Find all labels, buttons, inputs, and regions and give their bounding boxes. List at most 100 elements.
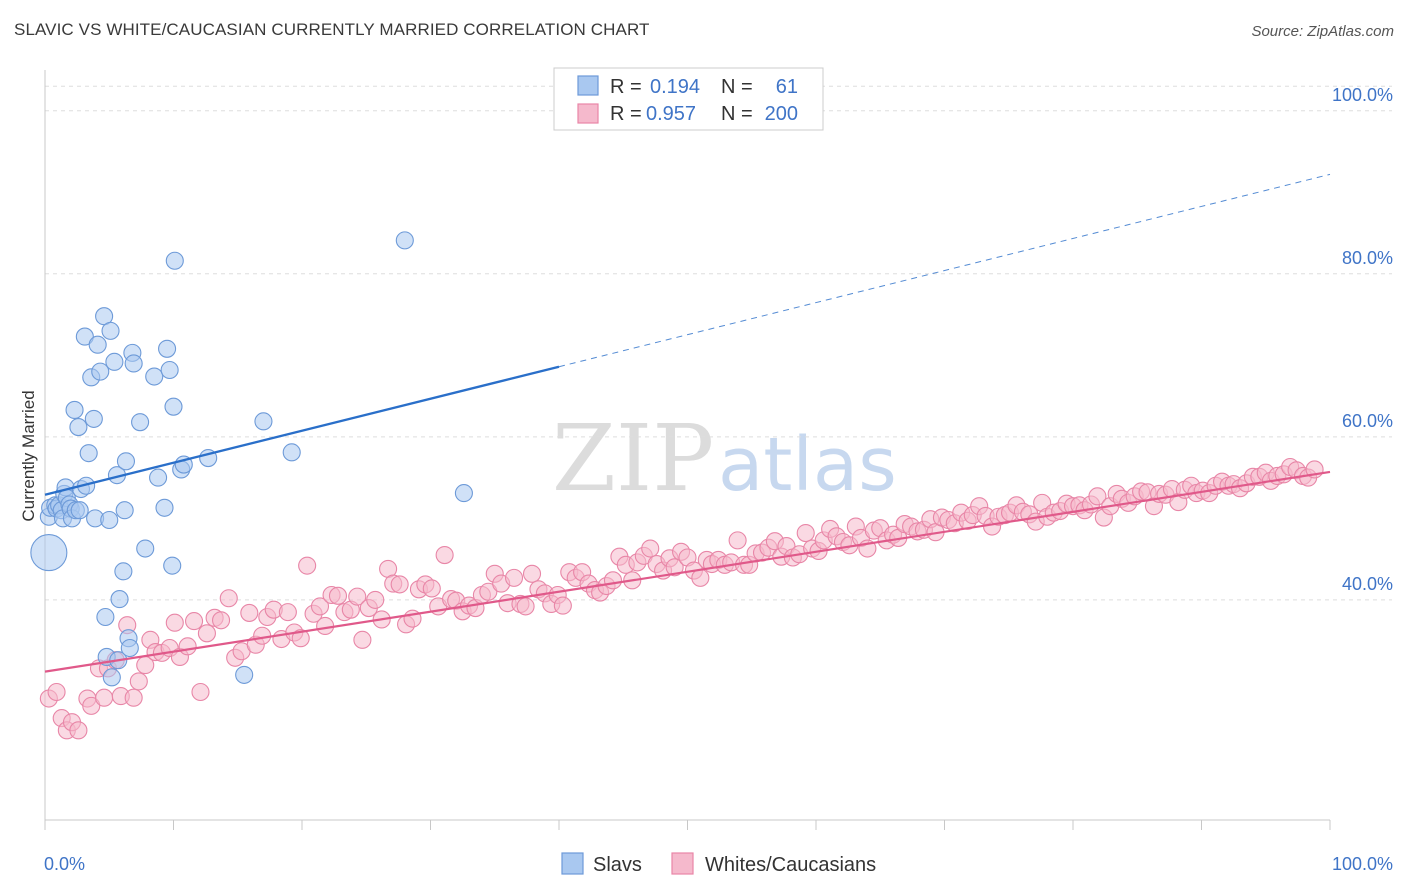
legend-bottom: Slavs Whites/Caucasians (561, 852, 876, 876)
slavs-point (69, 418, 88, 437)
legend-blue-r-label: R = (610, 76, 642, 98)
legend-pink-n-value: 200 (765, 103, 798, 125)
slavs-point (395, 231, 414, 250)
whites-point (328, 586, 348, 605)
whites-point (553, 596, 572, 615)
whites-point (95, 688, 114, 707)
slavs-point (131, 413, 150, 432)
y-tick-label: 100.0% (1332, 85, 1393, 105)
whites-point (665, 558, 684, 577)
slavs-point (163, 556, 182, 575)
legend-pink-swatch (577, 103, 599, 124)
slavs-point (116, 452, 136, 471)
slavs-trend-line (44, 365, 560, 496)
legend-pink-n-label: N = (721, 103, 753, 125)
watermark-zip: ZIP (552, 405, 714, 512)
y-tick-label: 80.0% (1342, 248, 1393, 268)
whites-point (1088, 487, 1107, 506)
slavs-point (102, 668, 121, 687)
whites-point (278, 603, 297, 622)
legend-pink-r-label: R = (610, 103, 642, 125)
slavs-point (114, 562, 133, 581)
whites-point (310, 597, 330, 616)
legend-pink-r-value: 0.957 (646, 103, 696, 125)
y-tick-label: 40.0% (1342, 574, 1393, 594)
slavs-point (164, 397, 183, 416)
legend-blue-r-value: 0.194 (650, 76, 700, 98)
slavs-point (160, 360, 179, 380)
whites-point (165, 613, 184, 632)
whites-point (178, 637, 197, 656)
trend-lines (44, 173, 1331, 673)
slavs-point (70, 501, 89, 520)
slavs-point (282, 443, 301, 462)
whites-point (691, 568, 710, 587)
whites-point (516, 597, 535, 616)
legend-blue-swatch (577, 75, 599, 96)
chart-source: Source: ZipAtlas.com (1251, 23, 1394, 40)
whites-point (728, 531, 747, 550)
whites-point (185, 612, 204, 631)
slavs-point (101, 321, 120, 340)
whites-point (219, 589, 238, 608)
y-tick-label: 60.0% (1342, 411, 1393, 431)
whites-point (522, 564, 542, 583)
legend-top: R = 0.194 N = 61 R = 0.957 N = 200 (553, 67, 824, 131)
slavs-point (115, 501, 134, 520)
slavs-point (100, 510, 119, 530)
legend-blue-n-label: N = (721, 76, 753, 98)
slavs-points (30, 231, 473, 687)
slavs-point (88, 335, 107, 354)
whites-point (211, 611, 231, 630)
whites-point (504, 568, 524, 587)
whites-point (124, 688, 143, 707)
whites-point (479, 582, 498, 601)
slavs-point (65, 400, 84, 419)
whites-point (422, 579, 441, 598)
legend-whites-swatch (671, 852, 694, 875)
tick-labels: 40.0% 60.0% 80.0% 100.0% 0.0% 100.0% (44, 85, 1393, 874)
slavs-point (79, 444, 98, 463)
slavs-point (105, 352, 124, 371)
whites-point (129, 672, 148, 691)
slavs-point (165, 251, 184, 270)
legend-whites-label: Whites/Caucasians (705, 854, 876, 876)
x-tick-label-min: 0.0% (44, 854, 85, 874)
whites-point (316, 616, 335, 636)
slavs-point (454, 484, 473, 503)
slavs-point (254, 412, 273, 431)
whites-point (191, 682, 210, 702)
whites-point (298, 556, 317, 575)
slavs-point (84, 409, 103, 428)
slavs-point (75, 327, 94, 346)
chart-title: SLAVIC VS WHITE/CAUCASIAN CURRENTLY MARR… (14, 20, 650, 39)
gridlines (45, 85, 1392, 601)
whites-point (435, 546, 454, 565)
legend-slavs-label: Slavs (593, 854, 642, 876)
watermark-atlas: atlas (718, 422, 897, 508)
slavs-point (120, 638, 139, 658)
y-axis-title: Currently Married (19, 390, 38, 521)
legend-blue-n-value: 61 (776, 76, 798, 98)
slavs-point (145, 367, 164, 386)
slavs-point (155, 498, 174, 517)
whites-point (366, 590, 385, 609)
slavs-point (136, 539, 155, 558)
slavs-trend-extension (558, 173, 1331, 368)
slavs-point (96, 607, 115, 627)
whites-point (291, 629, 310, 648)
slavs-point (158, 339, 177, 358)
whites-point (390, 575, 409, 594)
slavs-point (124, 354, 143, 373)
slavs-point (110, 590, 129, 609)
whites-point (240, 603, 259, 622)
whites-point (353, 630, 372, 649)
whites-point (253, 626, 272, 645)
whites-point (348, 587, 367, 606)
whites-trend-line (44, 470, 1331, 673)
whites-point (47, 682, 66, 702)
x-tick-label-max: 100.0% (1332, 854, 1393, 874)
slavs-point (149, 468, 168, 487)
legend-slavs-swatch (561, 852, 584, 875)
